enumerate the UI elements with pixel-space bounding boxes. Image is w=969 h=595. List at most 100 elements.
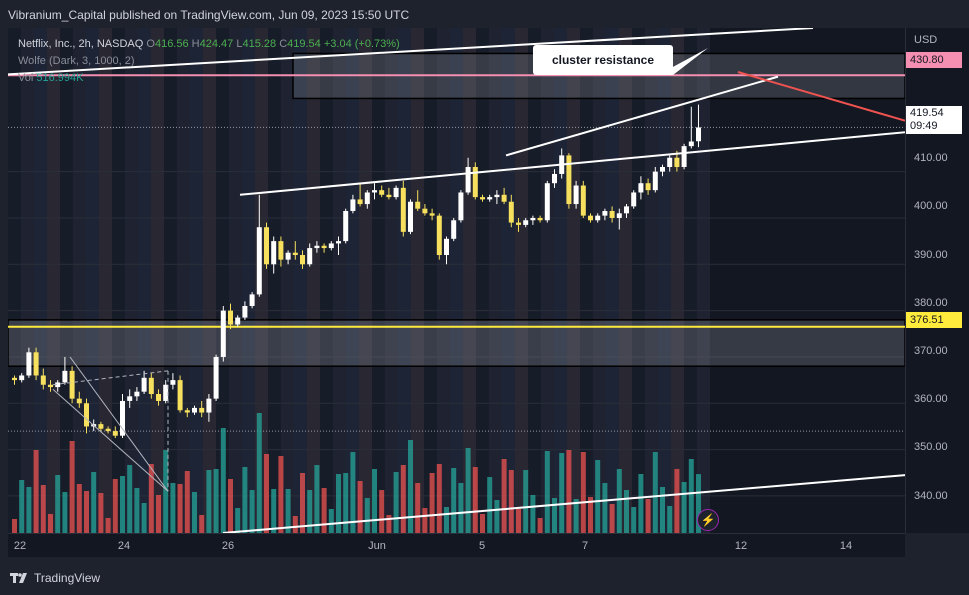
session-background (645, 28, 658, 533)
legend-symbol[interactable]: Netflix, Inc., 2h, NASDAQ (18, 38, 144, 50)
legend-change: +3.04 (+0.73%) (323, 38, 400, 50)
candle-body (84, 403, 89, 427)
session-background (567, 28, 580, 533)
tradingview-logo-icon (10, 573, 27, 583)
volume-bar (566, 450, 572, 533)
currency-label[interactable]: USD (914, 34, 938, 46)
candle-body (163, 384, 169, 401)
candle-body (696, 127, 701, 142)
candle-body (350, 199, 356, 212)
candle-body (26, 352, 32, 376)
candle-body (501, 194, 507, 202)
volume-bar (12, 519, 17, 533)
session-background (21, 28, 34, 533)
volume-bar (631, 507, 637, 533)
session-background (411, 28, 424, 533)
volume-bar (494, 500, 500, 533)
candle-body (595, 215, 601, 221)
candle-body (40, 375, 46, 385)
candle-body (530, 217, 536, 221)
volume-bar (213, 469, 219, 533)
legend-open-label: O (146, 38, 155, 50)
candle-body (372, 190, 377, 193)
session-background (541, 28, 554, 533)
legend-close-label: C (279, 38, 288, 50)
volume-bar (681, 482, 687, 533)
candle-body (307, 248, 313, 265)
price-tick: 350.00 (914, 441, 948, 453)
legend-high-label: H (191, 38, 200, 50)
volume-bar (156, 495, 161, 533)
candle-body (472, 166, 478, 198)
volume-bar (530, 495, 536, 533)
candle-body (285, 252, 291, 260)
volume-bar (40, 485, 46, 533)
candle-body (48, 384, 53, 388)
volume-bar (184, 471, 190, 533)
volume-bar (220, 428, 226, 533)
legend-low: 415.28 (242, 38, 277, 50)
session-background (203, 28, 216, 533)
price-axis[interactable]: USD 430.80 419.54 09:49 410.00 400.00 39… (905, 28, 969, 533)
candle-body (98, 424, 104, 429)
candle-body (256, 227, 262, 295)
volume-bar (400, 465, 406, 533)
candle-body (278, 241, 284, 260)
lightning-icon[interactable]: ⚡ (697, 509, 719, 531)
volume-bar (645, 499, 651, 533)
volume-bar (292, 516, 298, 533)
candle-body (364, 192, 370, 205)
wolfe-wave-line (52, 389, 169, 492)
volume-bar (472, 467, 478, 533)
candle-body (170, 380, 176, 385)
price-tick: 400.00 (914, 200, 948, 212)
candle-body (192, 407, 197, 413)
candle-body (660, 166, 665, 172)
volume-bar (228, 479, 233, 533)
candle-body (314, 245, 320, 249)
candle-body (624, 206, 629, 214)
legend-low-label: L (236, 38, 243, 50)
cluster-resistance-callout[interactable]: cluster resistance (533, 45, 673, 75)
volume-bar (76, 484, 82, 533)
candle-body (264, 227, 269, 265)
candle-body (76, 398, 82, 404)
candle-body (580, 185, 586, 216)
time-axis[interactable]: 22 24 26 Jun 5 7 12 14 (8, 533, 905, 558)
volume-bar (19, 480, 25, 533)
volume-bar (480, 514, 485, 533)
volume-bar (350, 452, 356, 533)
volume-bar (674, 469, 680, 533)
price-tick: 340.00 (914, 490, 948, 502)
candle-body (523, 220, 529, 225)
session-background (632, 28, 645, 533)
volume-bar (652, 452, 658, 533)
volume-bar (120, 476, 125, 533)
candle-body (343, 211, 349, 242)
candle-body (602, 211, 608, 216)
legend-volume-label[interactable]: Vol (18, 72, 34, 84)
tradingview-logo[interactable]: TradingView (10, 571, 100, 585)
volume-bar (192, 492, 197, 533)
session-background (502, 28, 515, 533)
volume-bar (127, 465, 133, 533)
chart-pane[interactable]: Netflix, Inc., 2h, NASDAQ O416.56 H424.4… (8, 28, 905, 533)
session-background (112, 28, 125, 533)
candle-body (444, 238, 449, 256)
volume-bar (624, 490, 629, 533)
volume-bar (487, 477, 493, 533)
volume-bar (667, 506, 673, 533)
candle-body (616, 213, 622, 218)
volume-bar (688, 459, 694, 533)
session-background (151, 28, 164, 533)
volume-bar (609, 504, 615, 533)
volume-bar (660, 487, 665, 533)
candle-body (156, 394, 161, 401)
session-background (229, 28, 242, 533)
candle-body (480, 197, 485, 200)
candle-body (400, 187, 406, 232)
session-background (190, 28, 203, 533)
legend-indicator[interactable]: Wolfe (Dark, 3, 1000, 2) (18, 55, 135, 67)
candle-body (220, 310, 226, 357)
price-chart[interactable] (8, 28, 905, 533)
